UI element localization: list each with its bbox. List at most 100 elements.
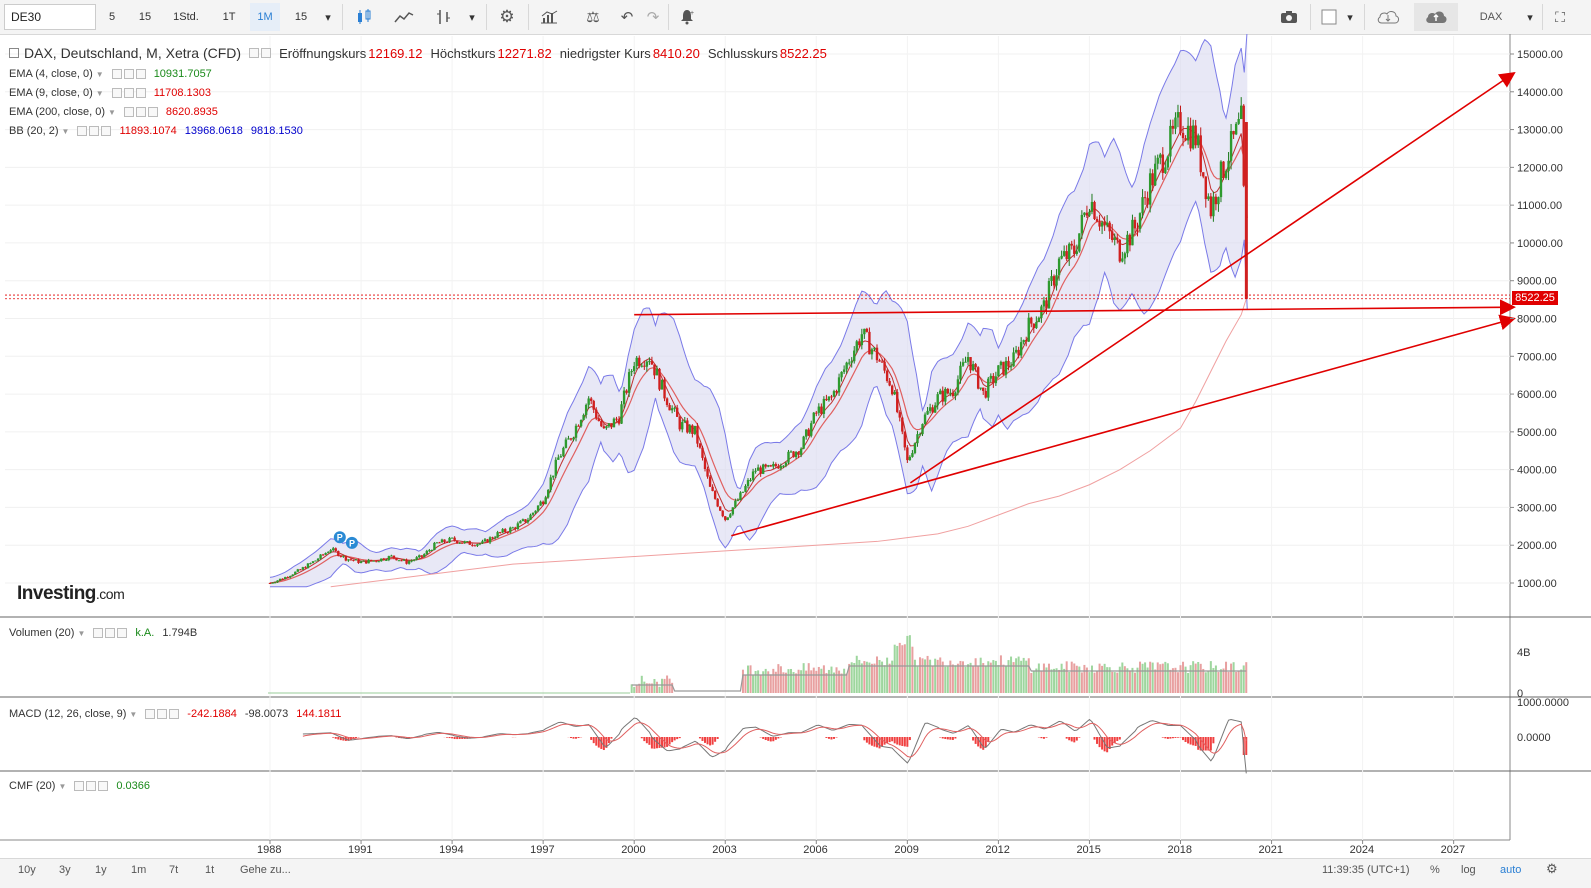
macd-histogram-bar: [1078, 737, 1080, 738]
bars-chart-icon[interactable]: [427, 3, 461, 31]
volume-bar: [924, 659, 926, 693]
candle-body: [977, 367, 979, 388]
volume-bar: [1152, 663, 1154, 693]
x-tick-label: 1994: [439, 844, 463, 856]
range-7t-button[interactable]: 7t: [169, 864, 178, 876]
bb-settings-icon[interactable]: [77, 126, 87, 136]
volume-remove-icon[interactable]: [117, 628, 127, 638]
range-1m-button[interactable]: 1m: [131, 864, 146, 876]
color-square-icon[interactable]: [1316, 3, 1342, 31]
redo-icon[interactable]: ↷: [640, 3, 666, 31]
volume-bar: [858, 660, 860, 693]
dax-symbol-button[interactable]: DAX: [1462, 3, 1520, 31]
ema200-remove-icon[interactable]: [148, 107, 158, 117]
interval-1m-button[interactable]: 1M: [250, 3, 280, 31]
candle-body: [421, 555, 423, 556]
macd-remove-icon[interactable]: [169, 709, 179, 719]
ema9-settings-icon[interactable]: [112, 88, 122, 98]
candle-body: [1081, 215, 1083, 233]
interval-custom-button[interactable]: 15: [286, 3, 316, 31]
auto-toggle[interactable]: auto: [1500, 864, 1521, 876]
range-1t-button[interactable]: 1t: [205, 864, 214, 876]
volume-bar: [1101, 666, 1103, 693]
bb-hide-icon[interactable]: [89, 126, 99, 136]
candles-chart-icon[interactable]: [347, 3, 381, 31]
legend-hide-icon[interactable]: [261, 48, 271, 58]
candle-body: [704, 458, 706, 469]
cmf-remove-icon[interactable]: [98, 781, 108, 791]
settings-gear-icon-bottom[interactable]: ⚙: [1546, 861, 1558, 877]
macd-histogram-bar: [1068, 737, 1070, 740]
ema200-settings-icon[interactable]: [124, 107, 134, 117]
clock-timezone[interactable]: 11:39:35 (UTC+1): [1322, 864, 1410, 876]
candle-body: [929, 407, 931, 411]
line-chart-icon[interactable]: [387, 3, 421, 31]
candle-body: [446, 542, 448, 543]
cmf-hide-icon[interactable]: [86, 781, 96, 791]
interval-1h-button[interactable]: 1Std.: [166, 3, 206, 31]
candle-body: [1007, 361, 1009, 367]
ema4-hide-icon[interactable]: [124, 69, 134, 79]
collapse-icon[interactable]: [9, 48, 19, 58]
candle-body: [858, 341, 860, 345]
ema200-hide-icon[interactable]: [136, 107, 146, 117]
candle-body: [856, 341, 858, 350]
percent-toggle[interactable]: %: [1430, 864, 1440, 876]
indicators-icon[interactable]: [532, 3, 566, 31]
interval-1d-button[interactable]: 1T: [214, 3, 244, 31]
candle-body: [754, 471, 756, 472]
range-3y-button[interactable]: 3y: [59, 864, 71, 876]
y-tick-label: 12000.00: [1517, 162, 1563, 174]
candle-body: [694, 426, 696, 434]
ema9-remove-icon[interactable]: [136, 88, 146, 98]
ema4-remove-icon[interactable]: [136, 69, 146, 79]
cmf-settings-icon[interactable]: [74, 781, 84, 791]
settings-gear-icon[interactable]: ⚙: [490, 3, 524, 31]
volume-settings-icon[interactable]: [93, 628, 103, 638]
macd-histogram-bar: [704, 737, 706, 743]
alert-bell-icon[interactable]: +: [672, 3, 702, 31]
candle-body: [1172, 126, 1174, 129]
bb-remove-icon[interactable]: [101, 126, 111, 136]
legend-settings-icon[interactable]: [249, 48, 259, 58]
volume-bar: [1005, 666, 1007, 693]
candle-body: [512, 527, 514, 528]
camera-snapshot-icon[interactable]: [1272, 3, 1306, 31]
symbol-input[interactable]: DE30: [4, 4, 96, 30]
candle-body: [335, 548, 337, 551]
macd-hide-icon[interactable]: [157, 709, 167, 719]
price-chart[interactable]: 1000.002000.003000.004000.005000.006000.…: [0, 34, 1591, 858]
range-10y-button[interactable]: 10y: [18, 864, 36, 876]
chart-type-dropdown-icon[interactable]: ▾: [462, 3, 482, 31]
ema9-hide-icon[interactable]: [124, 88, 134, 98]
candle-body: [600, 421, 602, 426]
range-1y-button[interactable]: 1y: [95, 864, 107, 876]
macd-name: MACD (12, 26, close, 9): [9, 708, 126, 720]
volume-hide-icon[interactable]: [105, 628, 115, 638]
y-tick-label: 5000.00: [1517, 427, 1557, 439]
candle-body: [765, 465, 767, 467]
interval-5-button[interactable]: 5: [100, 3, 124, 31]
volume-bar: [765, 669, 767, 693]
goto-button[interactable]: Gehe zu...: [240, 864, 291, 876]
volume-bar: [911, 647, 913, 693]
candle-body: [792, 451, 794, 457]
candle-body: [347, 559, 349, 560]
cloud-load-icon[interactable]: [1368, 3, 1408, 31]
cmf-legend: CMF (20)▼ 0.0366: [9, 779, 150, 793]
color-dropdown-icon[interactable]: ▾: [1340, 3, 1360, 31]
compare-scale-icon[interactable]: ⚖: [576, 3, 610, 31]
ema4-settings-icon[interactable]: [112, 69, 122, 79]
dax-dropdown-icon[interactable]: ▾: [1522, 3, 1538, 31]
undo-icon[interactable]: ↶: [614, 3, 640, 31]
cloud-save-icon[interactable]: [1414, 3, 1458, 31]
interval-dropdown-icon[interactable]: ▾: [318, 3, 338, 31]
close-label: Schlusskurs: [708, 46, 778, 61]
macd-settings-icon[interactable]: [145, 709, 155, 719]
interval-15-button[interactable]: 15: [130, 3, 160, 31]
candle-body: [800, 449, 802, 455]
candle-body: [899, 412, 901, 418]
volume-bar: [1200, 664, 1202, 693]
log-toggle[interactable]: log: [1461, 864, 1476, 876]
fullscreen-icon[interactable]: ⛶: [1545, 3, 1575, 31]
